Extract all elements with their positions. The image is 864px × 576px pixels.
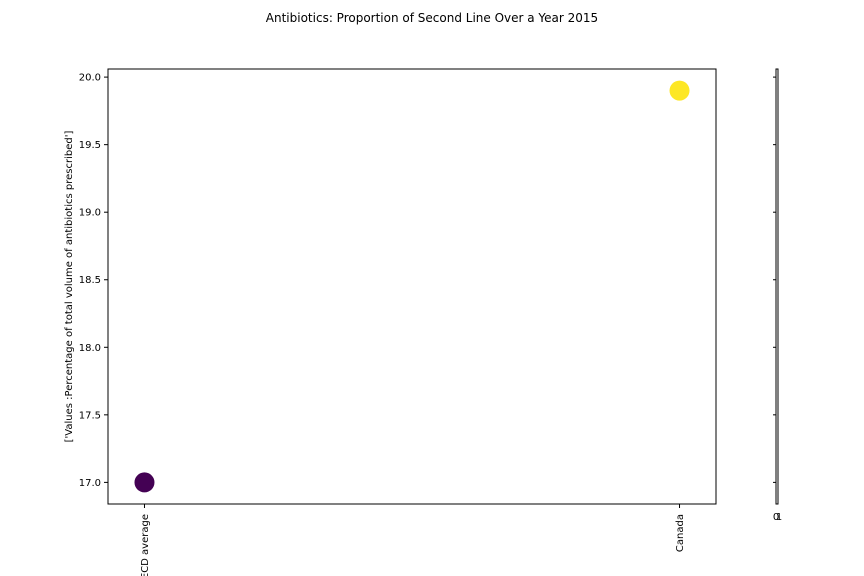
colorbar-tick-label-0: 0 (773, 512, 779, 523)
chart-title: Antibiotics: Proportion of Second Line O… (266, 11, 598, 25)
y-axis-ticks: 17.0 17.5 18.0 18.5 19.0 19.5 20.0 (79, 73, 108, 489)
y-tick-label: 19.5 (79, 140, 101, 151)
colorbar (775, 68, 779, 505)
y-tick-label: 20.0 (79, 73, 101, 84)
data-points (134, 80, 690, 493)
x-tick-label: OECD average (140, 514, 151, 576)
scatter-point (669, 80, 690, 101)
plot-area-frame (107, 68, 717, 505)
scatter-point (134, 472, 155, 493)
y-axis-label: ['Values :Percentage of total volume of … (64, 131, 75, 443)
y-tick-label: 17.0 (79, 478, 101, 489)
y-tick-label: 18.5 (79, 275, 101, 286)
y-tick-label: 19.0 (79, 208, 101, 219)
y-tick-label: 18.0 (79, 343, 101, 354)
x-tick-label: Canada (675, 514, 686, 552)
y-tick-label: 17.5 (79, 410, 101, 421)
colorbar-tick-label-1: 1 (776, 512, 782, 523)
colorbar-ticks (773, 76, 776, 483)
x-axis-ticks: OECD average Canada (140, 504, 686, 576)
